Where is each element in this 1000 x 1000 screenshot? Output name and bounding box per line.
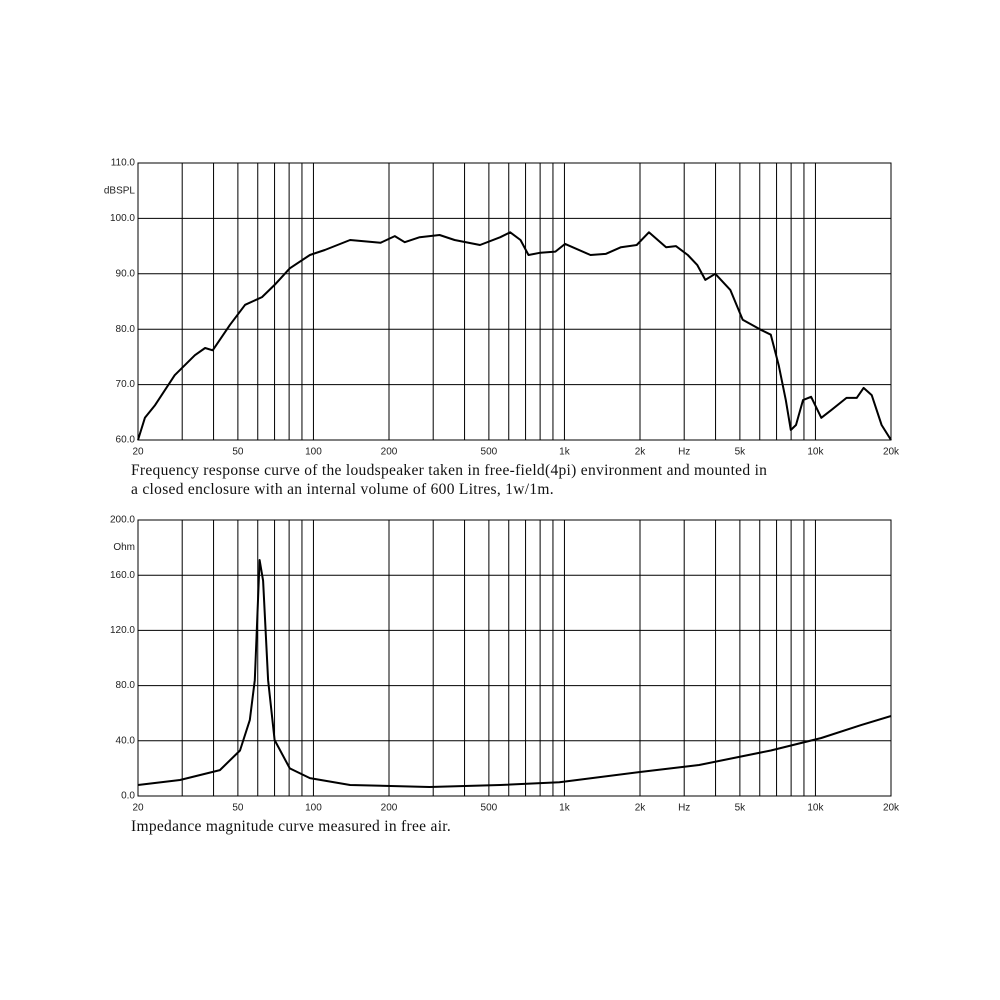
y-tick-label: 200.0	[110, 515, 135, 526]
curve	[137, 559, 892, 788]
x-tick-label: 20k	[883, 447, 900, 458]
x-tick-label: 20	[132, 803, 144, 814]
x-tick-label: 200	[381, 803, 398, 814]
x-tick-label: 100	[305, 803, 322, 814]
plot-frame	[137, 162, 892, 441]
x-tick-label: 1k	[559, 447, 571, 458]
y-tick-label: 120.0	[110, 625, 135, 636]
x-tick-label: Hz	[678, 447, 690, 458]
curve	[137, 231, 892, 441]
y-tick-label: 100.0	[110, 213, 135, 224]
caption: Impedance magnitude curve measured in fr…	[131, 818, 451, 835]
y-tick-label: 60.0	[116, 435, 136, 446]
x-tick-label: 50	[232, 803, 244, 814]
x-tick-label: 2k	[635, 803, 647, 814]
x-tick-label: 500	[481, 803, 498, 814]
plot-frame	[137, 519, 892, 797]
caption: a closed enclosure with an internal volu…	[131, 481, 554, 498]
y-tick-label: 0.0	[121, 791, 135, 802]
caption: Frequency response curve of the loudspea…	[131, 462, 767, 479]
y-tick-label: 110.0	[111, 158, 136, 169]
x-tick-label: 100	[305, 447, 322, 458]
x-tick-label: 10k	[807, 803, 824, 814]
y-axis-label: dBSPL	[104, 185, 136, 196]
y-tick-label: 90.0	[116, 268, 136, 279]
y-tick-label: 40.0	[116, 735, 136, 746]
x-tick-label: 50	[232, 447, 244, 458]
x-tick-label: 2k	[635, 447, 647, 458]
x-tick-label: 5k	[735, 447, 747, 458]
x-tick-label: 20	[132, 447, 144, 458]
x-tick-label: 10k	[807, 447, 824, 458]
x-tick-label: 5k	[735, 803, 747, 814]
y-tick-label: 80.0	[116, 324, 136, 335]
y-axis-label: Ohm	[113, 542, 135, 553]
x-tick-label: 200	[381, 447, 398, 458]
x-tick-label: Hz	[678, 803, 690, 814]
y-tick-label: 160.0	[110, 570, 135, 581]
y-tick-label: 80.0	[116, 680, 136, 691]
y-tick-label: 70.0	[116, 379, 136, 390]
x-tick-label: 500	[481, 447, 498, 458]
x-tick-label: 1k	[559, 803, 571, 814]
x-tick-label: 20k	[883, 803, 900, 814]
